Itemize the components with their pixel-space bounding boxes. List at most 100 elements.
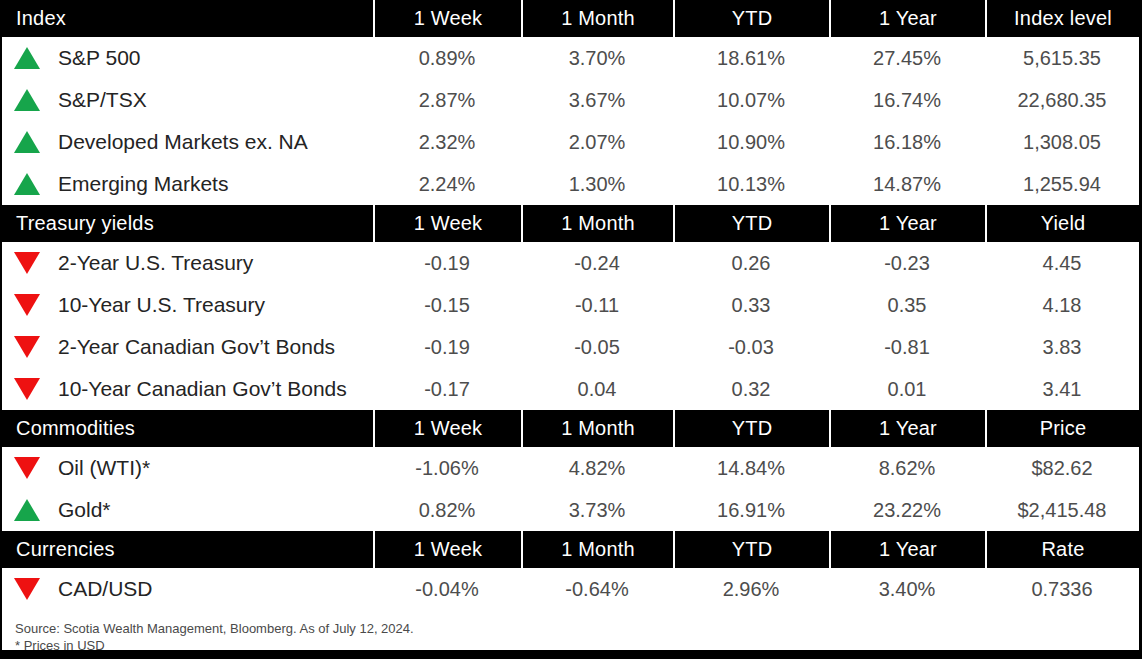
cell-level: 4.45 (985, 252, 1139, 275)
column-header-ytd: YTD (673, 531, 829, 568)
table-row: Oil (WTI)* -1.06% 4.82% 14.84% 8.62% $82… (2, 447, 1139, 489)
column-header-1year: 1 Year (829, 410, 985, 447)
cell-1year: 23.22% (829, 499, 985, 522)
column-header-ytd: YTD (673, 410, 829, 447)
column-header-1year: 1 Year (829, 205, 985, 242)
cell-ytd: 2.96% (673, 578, 829, 601)
up-arrow-icon (14, 499, 40, 521)
row-label: Emerging Markets (58, 172, 228, 196)
row-label-cell: Gold* (2, 498, 373, 522)
cell-level: 3.83 (985, 336, 1139, 359)
down-arrow-icon (14, 252, 40, 274)
column-header-1month: 1 Month (521, 0, 673, 37)
cell-1year: -0.81 (829, 336, 985, 359)
row-label: CAD/USD (58, 577, 153, 601)
cell-level: $2,415.48 (985, 499, 1139, 522)
cell-level: 4.18 (985, 294, 1139, 317)
cell-ytd: 0.26 (673, 252, 829, 275)
column-header-1week: 1 Week (373, 205, 521, 242)
row-label-cell: Oil (WTI)* (2, 456, 373, 480)
up-arrow-icon (14, 89, 40, 111)
row-label: 10-Year U.S. Treasury (58, 293, 265, 317)
cell-1month: 4.82% (521, 457, 673, 480)
column-header-index-level: Index level (985, 0, 1139, 37)
row-label: 2-Year Canadian Gov’t Bonds (58, 335, 335, 359)
cell-1month: 3.67% (521, 89, 673, 112)
cell-ytd: 10.07% (673, 89, 829, 112)
up-arrow-icon (14, 47, 40, 69)
cell-1month: 3.70% (521, 47, 673, 70)
cell-1week: 2.24% (373, 173, 521, 196)
row-label: 10-Year Canadian Gov’t Bonds (58, 377, 347, 401)
section-header-commodities: Commodities 1 Week 1 Month YTD 1 Year Pr… (2, 410, 1139, 447)
row-label: S&P/TSX (58, 88, 147, 112)
row-label: Oil (WTI)* (58, 456, 150, 480)
cell-1year: 3.40% (829, 578, 985, 601)
column-header-1week: 1 Week (373, 410, 521, 447)
cell-ytd: 10.90% (673, 131, 829, 154)
row-label-cell: Emerging Markets (2, 172, 373, 196)
market-summary-table: Index 1 Week 1 Month YTD 1 Year Index le… (0, 0, 1142, 659)
cell-1week: -1.06% (373, 457, 521, 480)
row-label: 2-Year U.S. Treasury (58, 251, 253, 275)
down-arrow-icon (14, 378, 40, 400)
table-row: 2-Year Canadian Gov’t Bonds -0.19 -0.05 … (2, 326, 1139, 368)
column-header-1week: 1 Week (373, 531, 521, 568)
table-row: CAD/USD -0.04% -0.64% 2.96% 3.40% 0.7336 (2, 568, 1139, 610)
cell-1month: 0.04 (521, 378, 673, 401)
cell-1week: 2.87% (373, 89, 521, 112)
cell-1week: -0.15 (373, 294, 521, 317)
cell-ytd: 0.33 (673, 294, 829, 317)
column-header-rate: Rate (985, 531, 1139, 568)
cell-1year: 0.35 (829, 294, 985, 317)
column-header-yield: Yield (985, 205, 1139, 242)
cell-level: 5,615.35 (985, 47, 1139, 70)
column-header-ytd: YTD (673, 205, 829, 242)
cell-1month: 1.30% (521, 173, 673, 196)
cell-1month: 2.07% (521, 131, 673, 154)
cell-1year: 27.45% (829, 47, 985, 70)
cell-1week: 0.89% (373, 47, 521, 70)
cell-1month: 3.73% (521, 499, 673, 522)
source-note: Source: Scotia Wealth Management, Bloomb… (15, 621, 1139, 638)
cell-1year: 14.87% (829, 173, 985, 196)
section-title: Currencies (2, 531, 373, 568)
cell-level: $82.62 (985, 457, 1139, 480)
cell-ytd: -0.03 (673, 336, 829, 359)
cell-1year: 0.01 (829, 378, 985, 401)
cell-1month: -0.24 (521, 252, 673, 275)
row-label: Gold* (58, 498, 111, 522)
row-label: Developed Markets ex. NA (58, 130, 308, 154)
cell-1year: -0.23 (829, 252, 985, 275)
down-arrow-icon (14, 578, 40, 600)
row-label-cell: 2-Year U.S. Treasury (2, 251, 373, 275)
row-label-cell: 10-Year Canadian Gov’t Bonds (2, 377, 373, 401)
prices-note: * Prices in USD (15, 638, 1139, 655)
cell-1week: 2.32% (373, 131, 521, 154)
section-header-currencies: Currencies 1 Week 1 Month YTD 1 Year Rat… (2, 531, 1139, 568)
column-header-1year: 1 Year (829, 531, 985, 568)
section-title: Treasury yields (2, 205, 373, 242)
cell-level: 22,680.35 (985, 89, 1139, 112)
column-header-ytd: YTD (673, 0, 829, 37)
table-row: 10-Year Canadian Gov’t Bonds -0.17 0.04 … (2, 368, 1139, 410)
table-row: Emerging Markets 2.24% 1.30% 10.13% 14.8… (2, 163, 1139, 205)
footer: Source: Scotia Wealth Management, Bloomb… (2, 610, 1139, 654)
table-row: S&P/TSX 2.87% 3.67% 10.07% 16.74% 22,680… (2, 79, 1139, 121)
cell-1week: 0.82% (373, 499, 521, 522)
cell-1month: -0.11 (521, 294, 673, 317)
row-label-cell: 2-Year Canadian Gov’t Bonds (2, 335, 373, 359)
row-label-cell: Developed Markets ex. NA (2, 130, 373, 154)
cell-ytd: 16.91% (673, 499, 829, 522)
cell-level: 1,255.94 (985, 173, 1139, 196)
cell-ytd: 10.13% (673, 173, 829, 196)
cell-1week: -0.17 (373, 378, 521, 401)
cell-1month: -0.05 (521, 336, 673, 359)
column-header-1year: 1 Year (829, 0, 985, 37)
section-title: Commodities (2, 410, 373, 447)
column-header-1month: 1 Month (521, 410, 673, 447)
cell-1week: -0.19 (373, 252, 521, 275)
row-label-cell: S&P 500 (2, 46, 373, 70)
cell-1week: -0.04% (373, 578, 521, 601)
column-header-price: Price (985, 410, 1139, 447)
